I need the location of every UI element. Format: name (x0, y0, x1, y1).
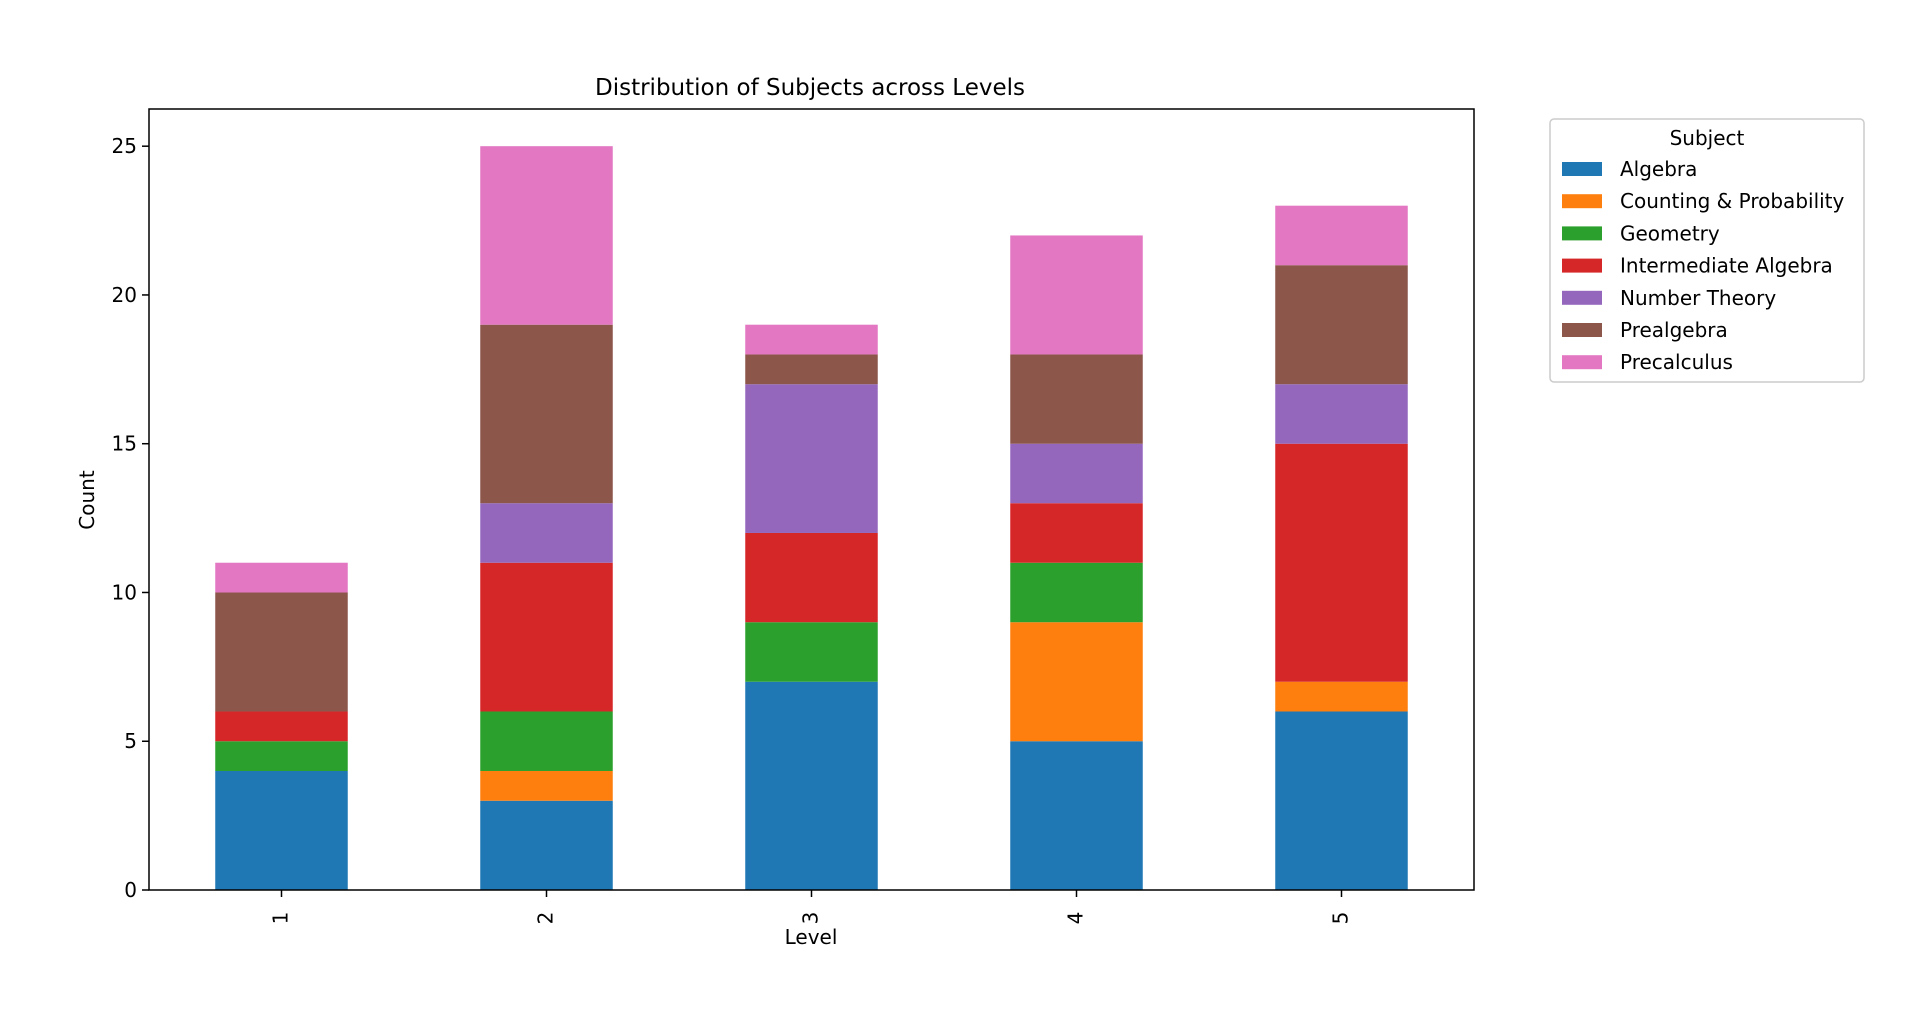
bar-segment (215, 741, 348, 771)
legend-label: Algebra (1620, 157, 1697, 181)
y-axis: 0 5 10 15 20 25 (112, 134, 149, 902)
bar-segment (1010, 562, 1143, 623)
y-tick-label: 5 (124, 729, 137, 753)
bar-segment (745, 622, 878, 682)
y-tick-label: 25 (112, 134, 137, 158)
y-axis-label: Count (75, 470, 99, 530)
series-intermediate-algebra (215, 443, 1408, 742)
bar-segment (1275, 205, 1408, 266)
bar-segment (1010, 443, 1143, 504)
x-tick-label: 1 (269, 912, 293, 925)
x-tick-label: 5 (1329, 912, 1353, 925)
bar-segment (1275, 711, 1408, 890)
legend-items: Algebra Counting & Probability Geometry Int… (1562, 157, 1845, 374)
legend-box (1549, 118, 1865, 383)
bar-segment (1010, 503, 1143, 563)
bar-segment (215, 711, 348, 742)
bar-segment (1275, 443, 1408, 682)
bar-segment (745, 324, 878, 355)
series-prealgebra (215, 265, 1408, 712)
legend-label: Precalculus (1620, 350, 1733, 374)
x-tick-label: 3 (799, 912, 823, 925)
series-geometry (215, 562, 1143, 771)
bar-segment (1275, 384, 1408, 444)
bar-segment (215, 562, 348, 593)
bar-segment (480, 800, 613, 890)
bar-segment (1275, 681, 1408, 712)
legend-swatch (1562, 258, 1602, 273)
series-number-theory (480, 384, 1408, 563)
x-tick-label: 4 (1064, 912, 1088, 925)
y-tick-label: 10 (112, 580, 137, 604)
bar-segment (480, 562, 613, 712)
bar-segment (480, 503, 613, 563)
legend: Subject Algebra Counting & Probability Geo… (1549, 118, 1865, 383)
bar-segment (745, 354, 878, 385)
x-axis-label: Level (785, 925, 838, 949)
bar-segment (745, 681, 878, 890)
bar-segment (745, 384, 878, 533)
bar-segment (480, 324, 613, 504)
legend-swatch (1562, 355, 1602, 370)
legend-label: Number Theory (1620, 286, 1776, 310)
legend-label: Prealgebra (1620, 318, 1728, 342)
bar-segment (215, 592, 348, 712)
y-tick-label: 15 (112, 432, 137, 456)
bar-segment (1010, 354, 1143, 444)
series-counting-probability (480, 622, 1408, 801)
bar-segment (480, 146, 613, 325)
legend-swatch (1562, 162, 1602, 176)
series-algebra (215, 681, 1408, 890)
legend-swatch (1562, 194, 1602, 209)
bar-segment (1010, 622, 1143, 742)
x-axis: 1 2 3 4 5 (269, 890, 1353, 924)
bar-segment (745, 532, 878, 623)
bar-segment (1275, 265, 1408, 385)
legend-swatch (1562, 323, 1602, 337)
bar-segment (1010, 741, 1143, 890)
legend-label: Geometry (1620, 221, 1720, 245)
plot-area (215, 146, 1408, 890)
series-precalculus (215, 146, 1408, 593)
bar-segment (480, 770, 613, 801)
legend-label: Intermediate Algebra (1620, 254, 1833, 278)
legend-swatch (1562, 290, 1602, 305)
legend-title: Subject (1670, 126, 1745, 150)
bar-segment (480, 711, 613, 771)
legend-label: Counting & Probability (1620, 189, 1845, 213)
y-tick-label: 20 (112, 283, 137, 307)
bar-segment (1010, 235, 1143, 355)
bar-segment (215, 770, 348, 890)
y-tick-label: 0 (124, 878, 137, 902)
chart-title: Distribution of Subjects across Levels (595, 75, 1025, 101)
x-tick-label: 2 (534, 912, 558, 925)
legend-swatch (1562, 226, 1602, 241)
